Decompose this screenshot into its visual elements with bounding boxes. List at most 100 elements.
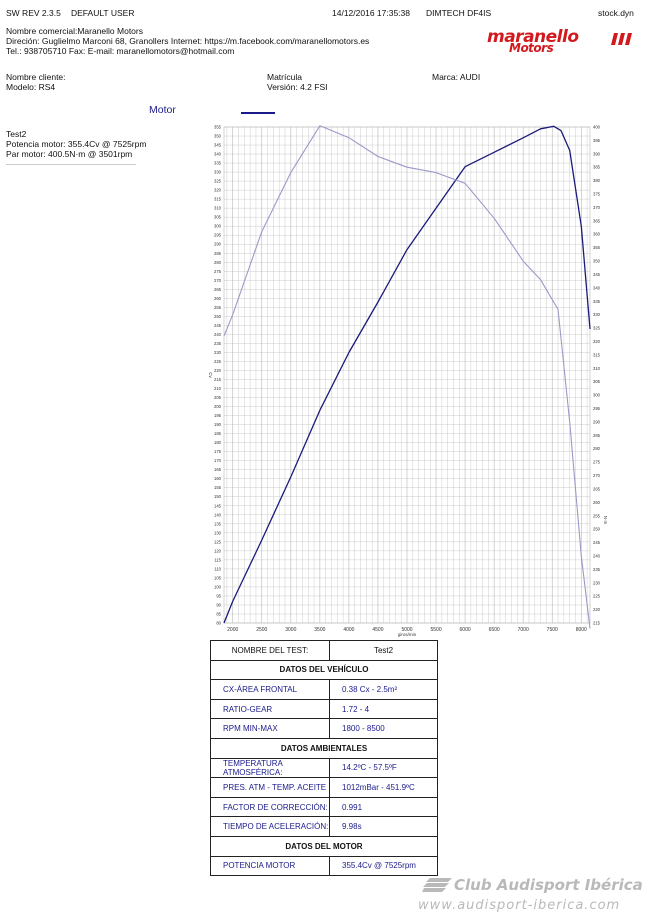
- y-tick-label-left: 90: [216, 602, 221, 607]
- x-tick-label: 3500: [314, 627, 325, 633]
- y-tick-label-right: 295: [593, 406, 601, 411]
- y-tick-label-right: 400: [593, 125, 601, 130]
- y-tick-label-left: 265: [214, 287, 222, 292]
- y-tick-label-right: 310: [593, 366, 601, 371]
- test-name: Test2: [6, 129, 27, 139]
- y-tick-label-left: 195: [214, 413, 222, 418]
- y-tick-label-left: 200: [214, 404, 222, 409]
- row-label: TEMPERATURA ATMOSFÉRICA:: [210, 757, 330, 779]
- table-row: CX-ÁREA FRONTAL 0.38 Cx - 2.5m²: [210, 679, 438, 700]
- legend-title: Motor: [149, 104, 176, 116]
- y-tick-label-right: 395: [593, 138, 601, 143]
- y-tick-label-left: 290: [214, 242, 222, 247]
- company-contact: Tel.: 938705710 Fax: E-mail: maranellomo…: [6, 46, 235, 56]
- row-value: 14.2ºC - 57.5ºF: [329, 757, 438, 779]
- row-value: 355.4Cv @ 7525rpm: [329, 855, 438, 877]
- y-tick-label-right: 315: [593, 352, 601, 357]
- row-label: RPM MIN-MAX: [210, 718, 330, 739]
- y-tick-label-left: 155: [214, 485, 222, 490]
- section-title: DATOS DEL VEHÍCULO: [210, 659, 438, 681]
- y-tick-label-right: 245: [593, 540, 601, 545]
- report-datetime: 14/12/2016 17:35:38: [332, 8, 410, 18]
- y-tick-label-left: 320: [214, 188, 222, 193]
- y-tick-label-right: 260: [593, 500, 601, 505]
- y-tick-label-right: 350: [593, 259, 601, 264]
- y-tick-label-left: 355: [214, 125, 222, 130]
- table-row: RATIO-GEAR 1.72 - 4: [210, 698, 438, 720]
- chart-axes: 80 85 90 95 100 105 110 115 120 125 130 135 140 145 15…: [208, 125, 608, 638]
- test-power: Potencia motor: 355.4Cv @ 7525rpm: [6, 139, 147, 149]
- y-tick-label-right: 330: [593, 312, 601, 317]
- y-tick-label-right: 385: [593, 165, 601, 170]
- y-tick-label-right: 320: [593, 339, 601, 344]
- section-title: DATOS AMBIENTALES: [210, 737, 438, 759]
- row-label: RATIO-GEAR: [210, 698, 330, 720]
- y-axis-title-left: Cv: [208, 372, 213, 378]
- section-row: DATOS AMBIENTALES: [210, 737, 438, 759]
- x-tick-label: 6000: [460, 627, 471, 633]
- y-tick-label-right: 345: [593, 272, 601, 277]
- test-torque: Par motor: 400.5N·m @ 3501rpm: [6, 149, 133, 159]
- watermark-title: Club Audisport Ibérica: [454, 876, 643, 894]
- table-row: FACTOR DE CORRECCIÓN: 0.991: [210, 796, 438, 818]
- y-tick-label-left: 135: [214, 521, 222, 526]
- y-tick-label-left: 240: [214, 332, 222, 337]
- x-tick-label: 2000: [227, 627, 238, 633]
- y-tick-label-left: 100: [214, 584, 222, 589]
- y-tick-label-right: 275: [593, 460, 601, 465]
- y-tick-label-left: 115: [214, 557, 221, 562]
- y-tick-label-left: 130: [214, 530, 222, 535]
- y-tick-label-right: 370: [593, 205, 601, 210]
- y-tick-label-left: 295: [214, 233, 222, 238]
- test-name-value: Test2: [329, 640, 438, 661]
- sw-revision: SW REV 2.3.5: [6, 8, 61, 18]
- y-tick-label-right: 225: [593, 594, 601, 599]
- y-tick-label-left: 315: [214, 197, 222, 202]
- y-tick-label-right: 270: [593, 473, 601, 478]
- y-tick-label-left: 285: [214, 251, 222, 256]
- y-tick-label-left: 255: [214, 305, 222, 310]
- chart-series: [223, 125, 591, 629]
- y-tick-label-left: 300: [214, 224, 222, 229]
- y-tick-label-left: 275: [214, 269, 222, 274]
- y-tick-label-left: 120: [214, 548, 222, 553]
- y-tick-label-left: 80: [216, 621, 221, 626]
- y-tick-label-left: 340: [214, 152, 222, 157]
- row-label: POTENCIA MOTOR: [210, 855, 330, 877]
- y-tick-label-left: 235: [214, 341, 222, 346]
- y-tick-label-right: 300: [593, 393, 601, 398]
- y-tick-label-left: 205: [214, 395, 222, 400]
- y-tick-label-right: 325: [593, 326, 601, 331]
- y-tick-label-left: 145: [214, 503, 222, 508]
- y-tick-label-left: 330: [214, 170, 222, 175]
- y-tick-label-left: 215: [214, 377, 222, 382]
- test-data-table: NOMBRE DEL TEST: Test2 DATOS DEL VEHÍCULO C…: [210, 640, 438, 877]
- chart-grid: [223, 126, 591, 624]
- y-tick-label-left: 335: [214, 161, 222, 166]
- row-label: TIEMPO DE ACELERACIÓN:: [210, 816, 330, 837]
- y-tick-label-left: 260: [214, 296, 222, 301]
- y-tick-label-right: 375: [593, 192, 601, 197]
- y-axis-title-right: N·m: [603, 516, 608, 525]
- y-tick-label-left: 190: [214, 422, 222, 427]
- x-tick-label: 3000: [285, 627, 296, 633]
- table-row: RPM MIN-MAX 1800 - 8500: [210, 718, 438, 739]
- table-row: TIEMPO DE ACELERACIÓN: 9.98s: [210, 816, 438, 837]
- y-tick-label-right: 230: [593, 580, 601, 585]
- y-tick-label-right: 335: [593, 299, 601, 304]
- row-value: 0.991: [329, 796, 438, 818]
- y-tick-label-right: 340: [593, 285, 601, 290]
- plate-label: Matrícula: [267, 72, 302, 82]
- y-tick-label-left: 310: [214, 206, 222, 211]
- table-row: PRES. ATM - TEMP. ACEITE 1012mBar - 451.9…: [210, 777, 438, 798]
- dyno-chart: 80 85 90 95 100 105 110 115 120 125 130 135 140 145 15…: [208, 125, 608, 638]
- y-tick-label-right: 255: [593, 513, 601, 518]
- y-tick-label-left: 280: [214, 260, 222, 265]
- row-label: FACTOR DE CORRECCIÓN:: [210, 796, 330, 818]
- x-tick-label: 2500: [256, 627, 267, 633]
- watermark-url: www.audisport-iberica.com: [418, 898, 621, 913]
- y-tick-label-left: 220: [214, 368, 222, 373]
- y-tick-label-left: 170: [214, 458, 222, 463]
- test-summary-divider: [6, 164, 136, 165]
- x-tick-label: 7000: [518, 627, 529, 633]
